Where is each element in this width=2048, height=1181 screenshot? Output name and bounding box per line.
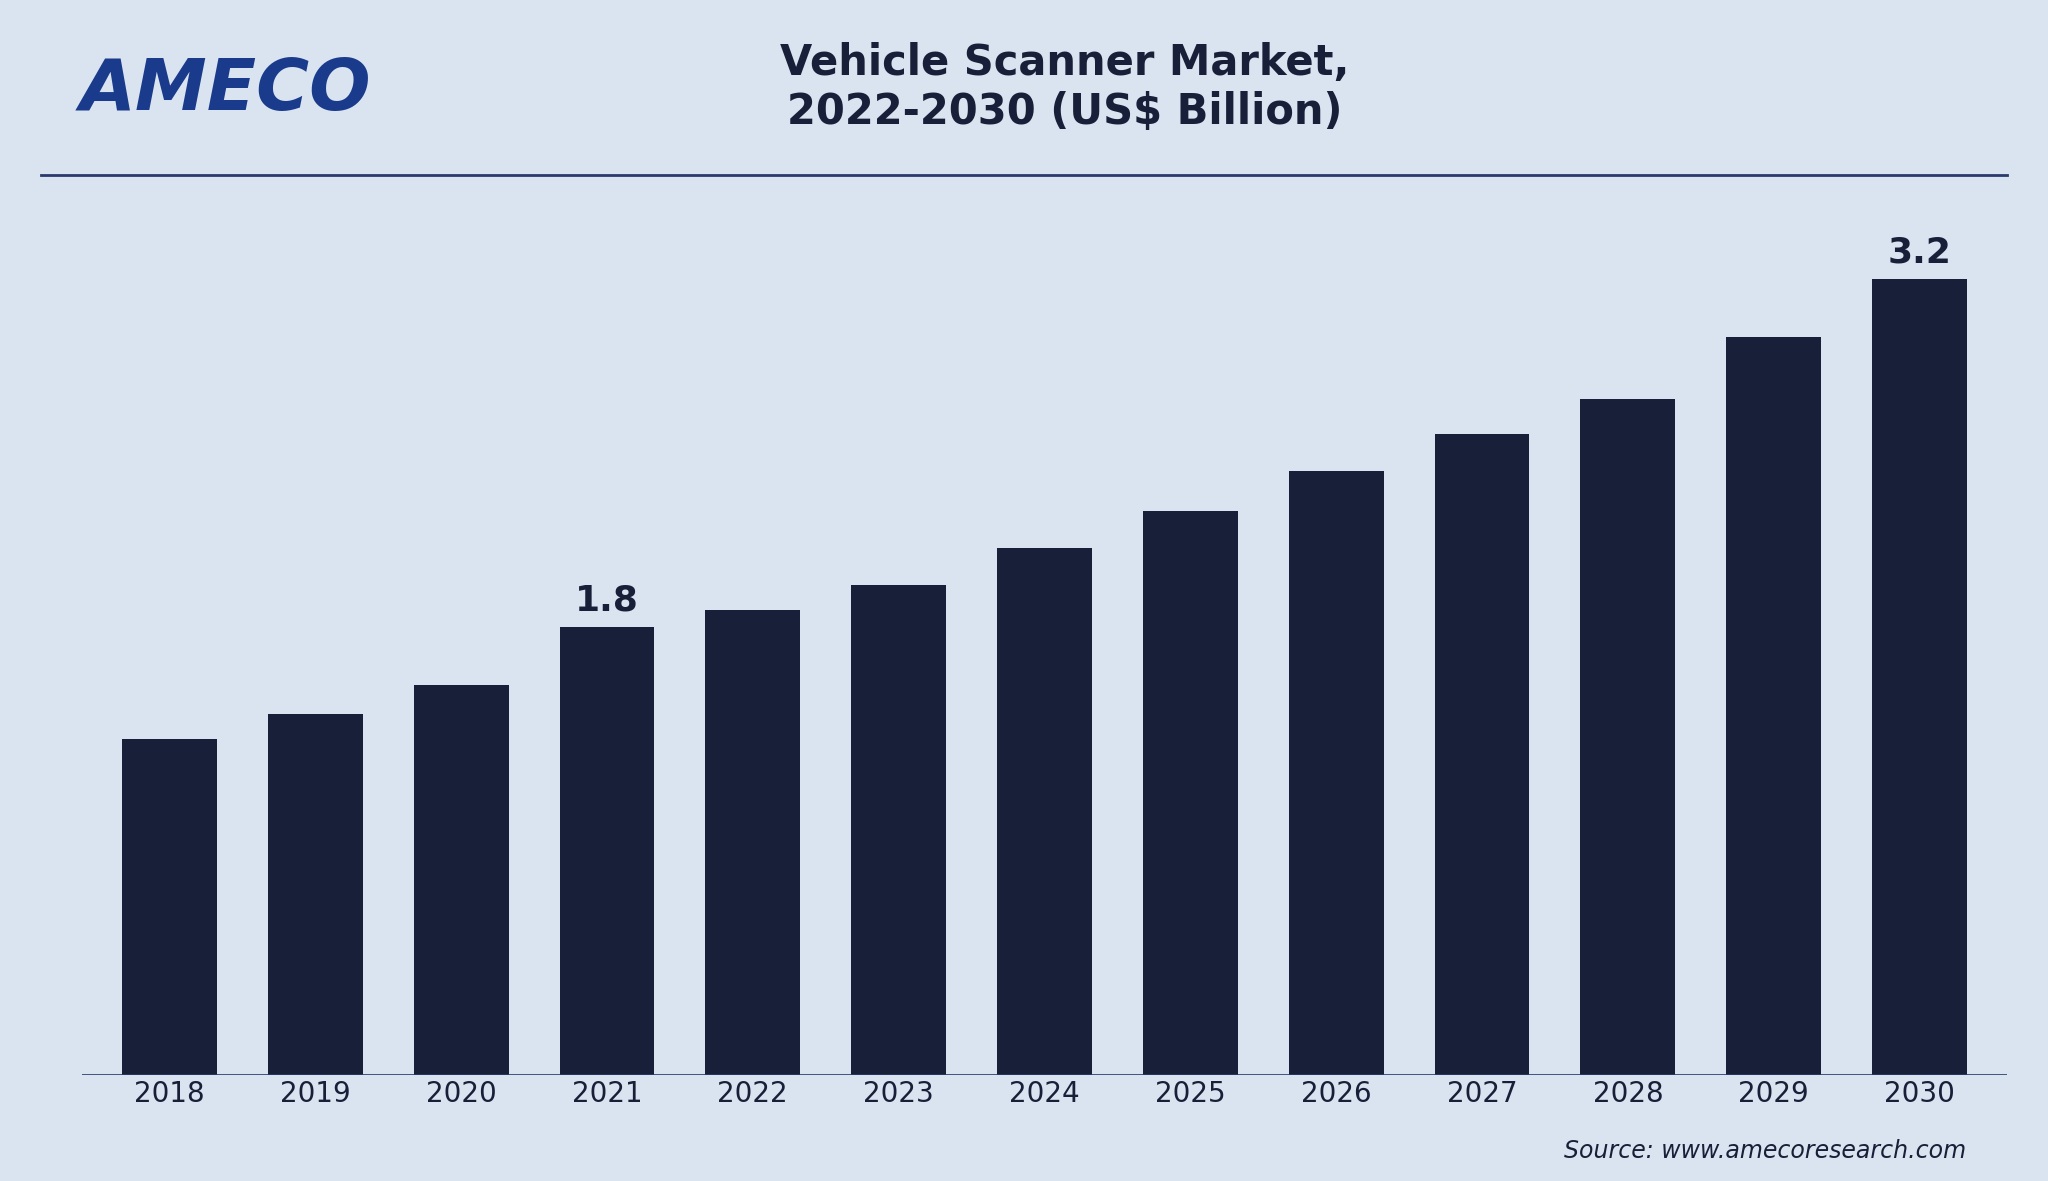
Text: AMECO: AMECO	[80, 57, 371, 125]
Bar	[1581, 399, 1675, 1075]
Bar	[852, 585, 946, 1075]
Text: Source: www.amecoresearch.com: Source: www.amecoresearch.com	[1565, 1140, 1966, 1163]
Text: Vehicle Scanner Market,
2022-2030 (US$ Billion): Vehicle Scanner Market, 2022-2030 (US$ B…	[780, 43, 1350, 132]
Bar	[559, 627, 655, 1075]
Bar	[1872, 280, 1966, 1075]
Text: 3.2: 3.2	[1888, 235, 1952, 269]
Bar	[123, 739, 217, 1075]
Bar	[414, 685, 508, 1075]
Text: 1.8: 1.8	[575, 583, 639, 618]
Bar	[1288, 471, 1384, 1075]
Bar	[1434, 433, 1530, 1075]
Bar	[1143, 510, 1237, 1075]
Bar	[1726, 337, 1821, 1075]
Bar	[997, 548, 1092, 1075]
Bar	[268, 715, 362, 1075]
Bar	[705, 611, 801, 1075]
